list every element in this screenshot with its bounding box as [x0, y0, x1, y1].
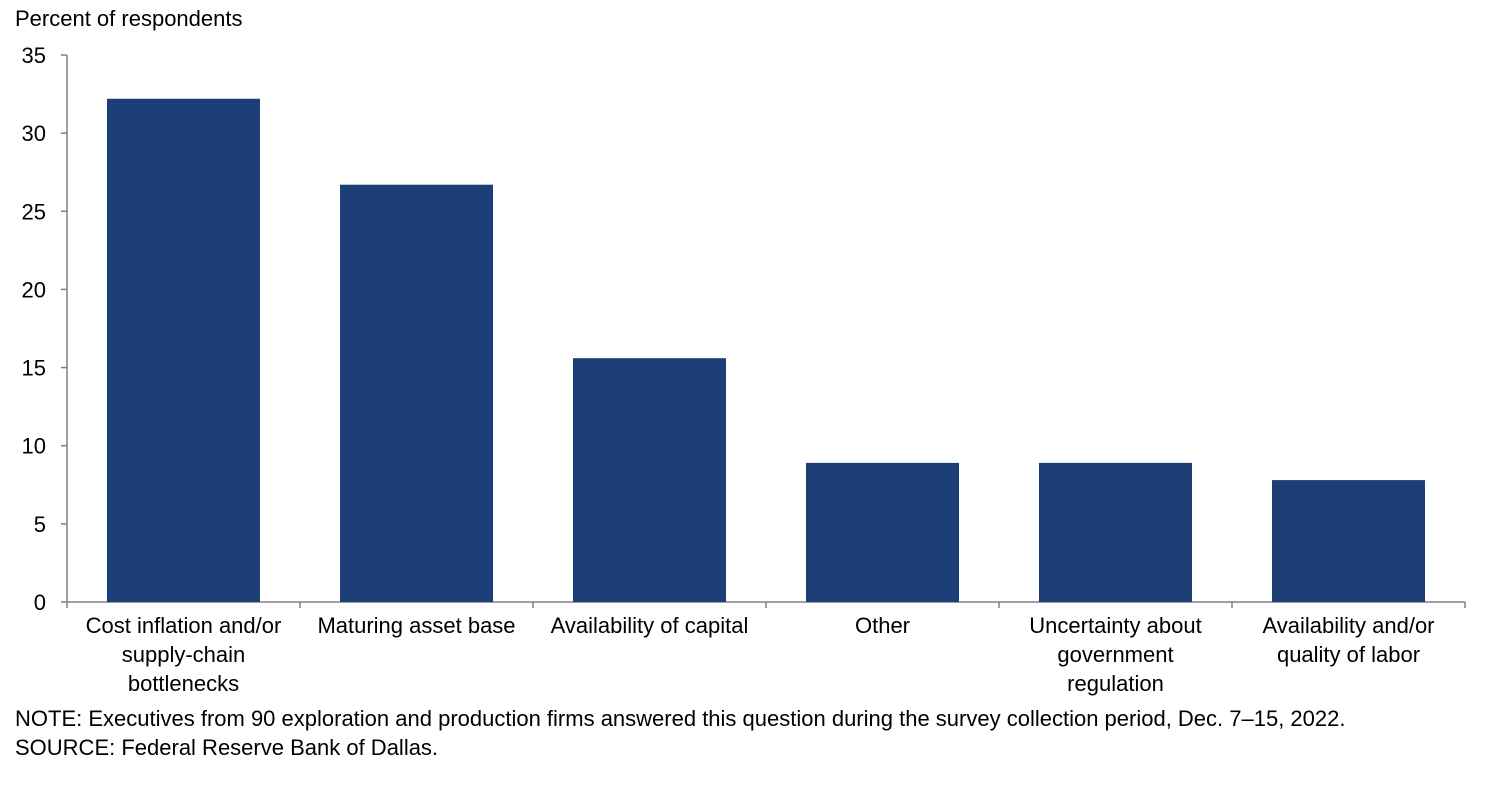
bar [340, 184, 493, 602]
bar [806, 462, 959, 602]
y-tick-label: 35 [22, 43, 46, 68]
bar [1272, 480, 1425, 602]
x-tick-label-line: bottlenecks [128, 671, 239, 696]
y-tick-label: 25 [22, 199, 46, 224]
note-text: NOTE: Executives from 90 exploration and… [15, 706, 1346, 731]
x-tick-label: Availability and/or quality of labor [1262, 613, 1434, 667]
x-tick-label: Uncertainty about government regulation [1029, 613, 1201, 696]
y-tick-label: 10 [22, 434, 46, 459]
x-tick-label-line: quality of labor [1277, 642, 1420, 667]
y-tick-label: 0 [34, 590, 46, 615]
y-tick-label: 5 [34, 512, 46, 537]
x-tick-label-line: Cost inflation and/or [86, 613, 282, 638]
x-tick-label-line: supply-chain [122, 642, 246, 667]
bars [107, 98, 1425, 602]
y-tick-label: 30 [22, 121, 46, 146]
x-tick-label-line: Availability of capital [551, 613, 749, 638]
x-tick-label: Other [855, 613, 910, 638]
x-tick-label-line: government [1057, 642, 1173, 667]
bar [1039, 462, 1192, 602]
x-tick-label: Cost inflation and/or supply-chain bottlen… [86, 613, 282, 696]
x-tick-label: Availability of capital [551, 613, 749, 638]
source-text: SOURCE: Federal Reserve Bank of Dallas. [15, 735, 439, 760]
y-axis: 0 5 10 15 20 25 30 35 [22, 43, 68, 615]
x-tick-label-line: Uncertainty about [1029, 613, 1201, 638]
bar [107, 98, 260, 602]
x-axis: Cost inflation and/or supply-chain bottlen… [66, 601, 1466, 696]
bar [573, 358, 726, 602]
y-tick-label: 20 [22, 277, 46, 302]
y-axis-title: Percent of respondents [15, 6, 243, 31]
x-tick-label-line: Maturing asset base [317, 613, 515, 638]
x-tick-label-line: regulation [1067, 671, 1164, 696]
x-tick-label-line: Other [855, 613, 910, 638]
y-tick-label: 15 [22, 356, 46, 381]
x-tick-label-line: Availability and/or [1262, 613, 1434, 638]
bar-chart: 0 5 10 15 20 25 30 35 Cost inflation and/or supp… [22, 43, 1466, 696]
chart-notes: NOTE: Executives from 90 exploration and… [15, 704, 1485, 762]
x-tick-label: Maturing asset base [317, 613, 515, 638]
